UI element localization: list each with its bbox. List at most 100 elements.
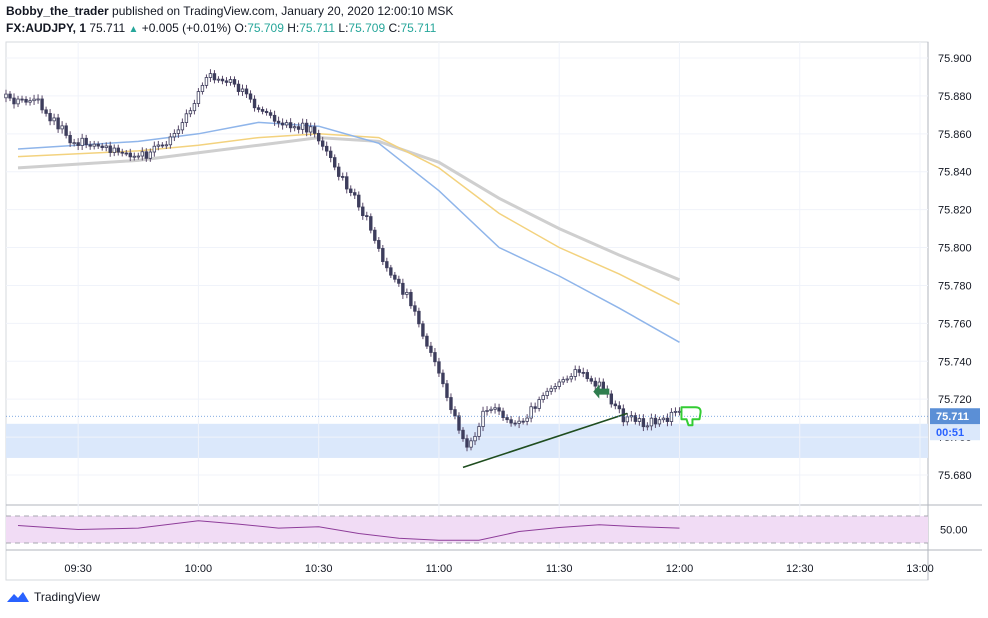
candle-body [308, 126, 313, 133]
price-tick-label: 75.840 [938, 167, 972, 179]
candle-body [60, 125, 64, 130]
candle-body [48, 113, 52, 122]
time-tick-label: 12:30 [786, 563, 814, 575]
candle-body [665, 417, 670, 422]
candle-body [521, 420, 525, 423]
candle-body [56, 117, 60, 130]
candle-body [637, 418, 642, 422]
candle-body [537, 399, 541, 409]
candle-body [501, 410, 505, 418]
candle-body [144, 151, 149, 159]
candle-body [156, 144, 161, 147]
candle-body [68, 135, 72, 144]
candle-body [329, 150, 333, 158]
candle-body [365, 215, 369, 218]
time-tick-label: 12:00 [666, 563, 694, 575]
price-tick-label: 75.820 [938, 205, 972, 217]
brand-name[interactable]: TradingView [34, 590, 101, 604]
candle-body [337, 166, 341, 177]
time-tick-label: 09:30 [64, 563, 92, 575]
price-tick-label: 75.720 [938, 394, 972, 406]
time-tick-label: 13:00 [906, 563, 934, 575]
candle-body [381, 248, 385, 262]
candle-body [192, 103, 197, 112]
candle-body [441, 372, 445, 385]
price-axis[interactable]: 75.900 75.880 75.860 75.840 75.820 75.800 75.7… [930, 53, 980, 482]
candle-body [633, 415, 638, 422]
candle-body [433, 352, 437, 363]
candle-body [124, 152, 128, 155]
candle-body [88, 144, 92, 147]
candle-body [148, 151, 153, 159]
candle-body [333, 157, 337, 168]
candle-body [164, 144, 169, 147]
time-tick-label: 11:30 [546, 563, 573, 575]
rsi-pane: 50.00 [6, 515, 968, 544]
candle-body [377, 240, 381, 249]
candle-body [172, 133, 177, 138]
candle-body [292, 126, 297, 129]
candle-body [228, 79, 233, 83]
last-price: 75.711 [89, 21, 126, 35]
candle-body [349, 188, 353, 193]
candle-body [549, 388, 553, 392]
candle-body [32, 98, 36, 102]
ma-slow-line [17, 136, 681, 282]
candle-body [100, 145, 104, 148]
candle-body [661, 417, 666, 421]
candle-body [304, 122, 309, 133]
candle-body [104, 145, 108, 148]
candle-body [16, 98, 20, 105]
candle-body [320, 140, 325, 147]
price-tick-label: 75.880 [938, 91, 972, 103]
countdown-label: 00:51 [936, 427, 964, 439]
candle-body [449, 397, 453, 411]
candle-body [28, 100, 32, 103]
candle-body [565, 378, 569, 381]
candle-body [236, 83, 241, 92]
time-axis[interactable]: 09:30 10:00 10:30 11:00 11:30 12:00 12:30 13:00 [64, 563, 933, 575]
candle-body [288, 122, 293, 129]
candle-body [112, 147, 116, 153]
close-value: 75.711 [400, 21, 437, 35]
close-label: C: [388, 21, 401, 35]
candle-body [641, 418, 646, 428]
candle-body [12, 97, 16, 105]
low-value: 75.709 [348, 21, 386, 35]
candle-body [8, 93, 12, 99]
candle-body [373, 229, 377, 241]
time-tick-label: 10:30 [305, 563, 333, 575]
trendline [462, 412, 628, 469]
published-text: published on TradingView.com, January 20… [112, 4, 454, 18]
candle-body [180, 122, 185, 131]
candle-body [421, 323, 425, 337]
candle-body [280, 122, 285, 126]
low-label: L: [338, 21, 349, 35]
candle-body [389, 267, 393, 276]
candle-body [573, 369, 577, 377]
candle-body [96, 143, 100, 147]
price-tick-label: 75.900 [938, 53, 972, 65]
author-name[interactable]: Bobby_the_trader [6, 4, 109, 18]
rsi-tick-label: 50.00 [940, 525, 968, 537]
candle-body [617, 405, 622, 410]
candle-body [497, 407, 501, 412]
candle-body [120, 151, 124, 154]
candle-body [509, 419, 513, 424]
candle-body [132, 155, 136, 158]
up-triangle-icon: ▲ [128, 24, 139, 35]
candle-body [116, 147, 120, 153]
candle-body [645, 425, 650, 428]
candle-body [300, 122, 305, 130]
annotations [6, 384, 928, 469]
candle-body [248, 93, 253, 100]
candle-body [673, 410, 678, 413]
candle-body [152, 145, 157, 153]
candle-body [437, 361, 441, 374]
candle-body [425, 335, 429, 347]
candle-body [525, 417, 529, 422]
candle-body [252, 98, 257, 109]
candle-body [429, 345, 433, 353]
candle-body [40, 98, 44, 111]
